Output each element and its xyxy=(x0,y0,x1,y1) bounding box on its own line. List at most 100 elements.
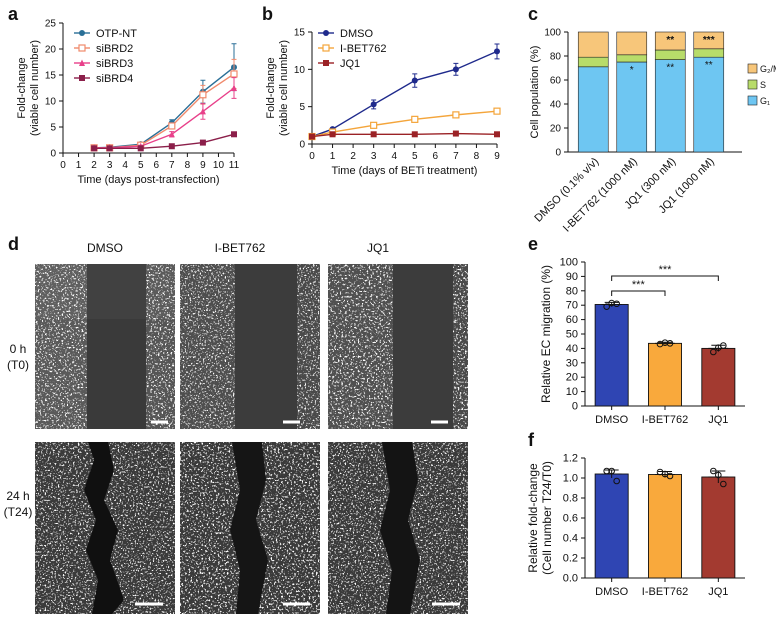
x-tick-label: 11 xyxy=(229,160,240,171)
y-tick-label: 5 xyxy=(50,123,56,134)
bar-segment-G1 xyxy=(616,61,648,153)
y-axis-label: (Cell number T24/T0) xyxy=(540,461,554,575)
x-tick-label: 9 xyxy=(200,160,206,171)
bar-JQ1 xyxy=(701,347,736,407)
legend-label-siBRD3: siBRD3 xyxy=(96,58,133,70)
y-tick-label: 40 xyxy=(566,343,578,355)
legend-label-siBRD2: siBRD2 xyxy=(96,43,133,55)
column-label-dmso: DMSO xyxy=(87,241,123,255)
y-tick-label: 20 xyxy=(550,124,562,135)
legend-label-G2/M: G₂/M xyxy=(760,64,776,74)
replicate-point xyxy=(720,480,727,488)
y-tick-label: 60 xyxy=(550,76,562,87)
x-tick-label: 2 xyxy=(91,160,97,171)
chart-e-migration: 0 10 20 30 40 50 60 70 80 90 100 Relative EC migrat… xyxy=(539,257,745,426)
chart-b-cell-growth-beti: 0 1 2 3 4 5 6 7 8 9 0 5 10 15 Time (days of BETi treat… xyxy=(265,28,501,177)
significance-stars: ** xyxy=(666,63,674,74)
series-line-I-BET762 xyxy=(311,110,498,138)
data-point-siBRD2 xyxy=(168,122,176,130)
y-tick-label: 60 xyxy=(566,314,578,326)
x-tick-label: 5 xyxy=(138,160,144,171)
replicate-point xyxy=(661,339,669,346)
y-tick-label: 1.0 xyxy=(563,473,578,485)
y-tick-label: 40 xyxy=(550,100,562,111)
bar-segment-G2/M xyxy=(693,31,725,50)
data-point-DMSO xyxy=(452,66,459,73)
y-tick-label: 0.2 xyxy=(563,553,578,565)
micrograph-t24-dmso xyxy=(35,442,175,614)
row-label-t0-line1: 0 h xyxy=(10,342,27,356)
bar-segment-G1 xyxy=(693,56,725,153)
y-tick-label: 0 xyxy=(572,401,578,413)
y-tick-label: 0 xyxy=(299,140,305,151)
bar-segment-G1 xyxy=(654,59,686,153)
replicate-point xyxy=(613,300,620,308)
y-tick-label: 20 xyxy=(45,45,57,56)
y-tick-label: 10 xyxy=(566,386,578,398)
bar-I-BET762 xyxy=(648,342,682,407)
x-axis-label: Time (days of BETi treatment) xyxy=(332,165,478,177)
legend-marker xyxy=(323,30,329,36)
data-point-I-BET762 xyxy=(411,115,419,123)
y-tick-label: 70 xyxy=(566,300,578,312)
y-tick-label: 80 xyxy=(550,52,562,63)
legend-label-DMSO: DMSO xyxy=(340,28,373,40)
micrograph-t24-jq1 xyxy=(328,442,468,614)
data-point-siBRD4 xyxy=(199,139,206,146)
bar-DMSO xyxy=(594,473,629,579)
data-point-JQ1 xyxy=(329,131,336,138)
y-tick-label: 10 xyxy=(294,65,306,76)
x-tick-label: I-BET762 xyxy=(642,414,688,426)
data-point-JQ1 xyxy=(309,133,315,140)
x-tick-label: 3 xyxy=(107,160,113,171)
row-label-t24-line1: 24 h xyxy=(6,489,29,503)
x-tick-label: 7 xyxy=(453,151,459,162)
y-tick-label: 0.6 xyxy=(563,513,578,525)
y-tick-label: 0 xyxy=(555,148,561,159)
row-label-t0-line2: (T0) xyxy=(7,358,29,372)
y-tick-label: 1.2 xyxy=(563,453,578,465)
legend-swatch xyxy=(747,63,758,74)
scratch-assay-images: DMSO I-BET762 JQ1 0 h (T0) 24 h (T24) xyxy=(4,241,468,614)
micrograph-t0-jq1 xyxy=(328,264,468,429)
y-tick-label: 100 xyxy=(560,257,578,269)
significance-stars: *** xyxy=(632,279,646,291)
legend-marker xyxy=(79,59,85,66)
legend-swatch xyxy=(747,95,758,106)
data-point-siBRD4 xyxy=(91,145,98,152)
panel-letter-f: f xyxy=(528,430,535,450)
error-bar xyxy=(708,470,729,483)
bar-segment-S xyxy=(616,54,648,63)
y-axis-label: Cell population (%) xyxy=(529,46,541,139)
data-point-siBRD3 xyxy=(199,107,206,115)
x-tick-label: 1 xyxy=(330,151,336,162)
data-point-siBRD3 xyxy=(168,130,175,138)
significance-bracket xyxy=(611,275,719,281)
data-point-I-BET762 xyxy=(370,121,378,129)
y-tick-label: 80 xyxy=(566,285,578,297)
data-point-siBRD4 xyxy=(231,131,237,138)
x-tick-label: DMSO xyxy=(595,414,628,426)
legend-swatch xyxy=(747,79,758,90)
bar-segment-G1 xyxy=(577,66,609,153)
significance-stars: * xyxy=(630,65,634,76)
y-tick-label: 90 xyxy=(566,271,578,283)
y-tick-label: 5 xyxy=(299,102,305,113)
x-tick-label: JQ1 xyxy=(708,414,728,426)
bar-segment-S xyxy=(654,49,686,60)
replicate-point xyxy=(710,467,717,475)
x-tick-label: 5 xyxy=(412,151,418,162)
replicate-point xyxy=(608,299,615,307)
y-axis-label: Fold-change xyxy=(265,57,277,118)
panel-letter-b: b xyxy=(262,4,273,24)
x-tick-label: 10 xyxy=(213,160,225,171)
x-tick-label: I-BET762 xyxy=(642,586,688,598)
bar-segment-G2/M xyxy=(577,31,609,58)
column-label-jq1: JQ1 xyxy=(367,241,389,255)
panel-letter-a: a xyxy=(8,4,19,24)
y-tick-label: 50 xyxy=(566,329,578,341)
x-tick-label: 2 xyxy=(350,151,356,162)
